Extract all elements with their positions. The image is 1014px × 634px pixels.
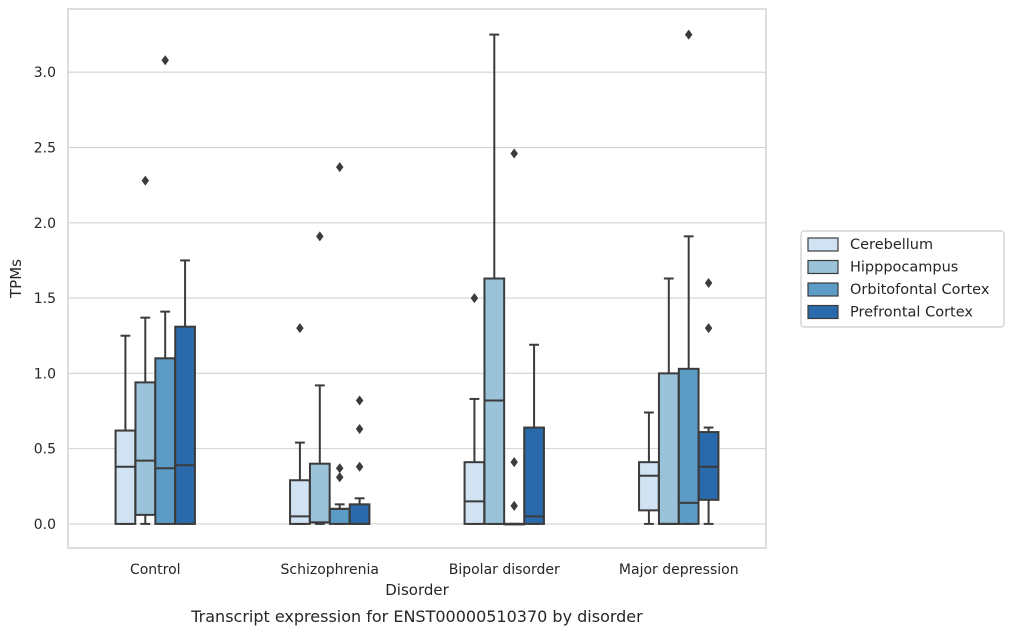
box <box>289 323 311 525</box>
box <box>463 293 486 525</box>
y-tick-label: 3.0 <box>34 65 56 81</box>
legend-item: Hipppocampus <box>807 259 958 276</box>
x-tick-label: Major depression <box>619 562 739 578</box>
y-axis-ticks: 0.0 0.5 1.0 1.5 2.0 2.5 3.0 <box>34 65 56 533</box>
box-iqr <box>638 461 660 512</box>
plot-area <box>67 8 767 549</box>
y-tick-label: 1.0 <box>34 366 56 382</box>
outlier-point <box>704 323 713 334</box>
box <box>503 148 526 526</box>
outlier-point <box>296 323 304 334</box>
outlier-point <box>355 461 364 472</box>
outlier-point <box>510 148 518 159</box>
x-tick-label: Control <box>130 562 181 578</box>
legend-swatch <box>807 304 839 320</box>
y-tick-label: 0.5 <box>34 442 56 458</box>
legend-label: Hipppocampus <box>850 260 958 276</box>
outlier-point <box>161 55 169 66</box>
box-iqr <box>523 426 545 525</box>
x-axis-label: Disorder <box>385 581 449 599</box>
box-iqr <box>328 507 351 525</box>
y-axis-label: TPMs <box>7 259 25 299</box>
y-tick-label: 2.5 <box>34 141 56 157</box>
box <box>638 411 660 525</box>
outlier-point <box>141 175 150 186</box>
outlier-point <box>704 278 713 289</box>
legend-swatch <box>807 282 839 297</box>
box-series <box>114 29 720 526</box>
legend-label: Prefrontal Cortex <box>850 305 973 321</box>
y-tick-label: 0.0 <box>34 517 56 533</box>
box-iqr <box>154 357 177 525</box>
outlier-point <box>335 162 344 173</box>
box <box>308 231 331 525</box>
outlier-point <box>684 29 693 40</box>
outlier-point <box>335 463 344 474</box>
outlier-point <box>355 424 364 435</box>
legend-item: Orbitofontal Cortex <box>807 282 990 298</box>
x-axis-ticks: Control Schizophrenia Bipolar disorder Majo… <box>130 562 739 578</box>
box-iqr <box>114 429 137 525</box>
y-tick-label: 1.5 <box>34 291 56 307</box>
outlier-point <box>355 395 364 406</box>
outlier-point <box>510 500 518 511</box>
box-iqr <box>134 381 157 516</box>
outlier-point <box>316 231 324 242</box>
box-iqr <box>463 461 486 525</box>
x-tick-label: Schizophrenia <box>281 562 379 578</box>
box-iqr <box>677 367 700 525</box>
outlier-point <box>510 457 518 468</box>
box-iqr <box>174 325 196 525</box>
outlier-point <box>335 472 344 483</box>
box <box>114 334 137 525</box>
x-tick-label: Bipolar disorder <box>449 562 560 578</box>
box-iqr <box>308 462 331 524</box>
box <box>657 277 680 525</box>
box <box>328 162 351 525</box>
box <box>677 29 700 525</box>
legend-swatch <box>807 259 839 275</box>
legend-swatch <box>807 237 839 252</box>
box <box>483 33 506 525</box>
legend-frame <box>800 230 1005 328</box>
legend-item: Cerebellum <box>807 237 933 253</box>
box <box>154 55 177 525</box>
outlier-point <box>470 293 479 304</box>
y-tick-label: 2.0 <box>34 216 56 232</box>
legend-label: Cerebellum <box>850 237 933 253</box>
chart-caption: Transcript expression for ENST0000051037… <box>190 607 643 626</box>
box <box>134 175 157 525</box>
legend-label: Orbitofontal Cortex <box>850 282 990 298</box>
box <box>523 343 545 525</box>
box <box>348 395 371 525</box>
box <box>174 259 196 525</box>
legend-item: Prefrontal Cortex <box>807 304 973 321</box>
box-iqr <box>348 503 371 525</box>
box <box>697 278 720 525</box>
box-iqr <box>657 372 680 525</box>
legend: Cerebellum Hipppocampus Orbitofontal Corte… <box>800 230 1005 328</box>
